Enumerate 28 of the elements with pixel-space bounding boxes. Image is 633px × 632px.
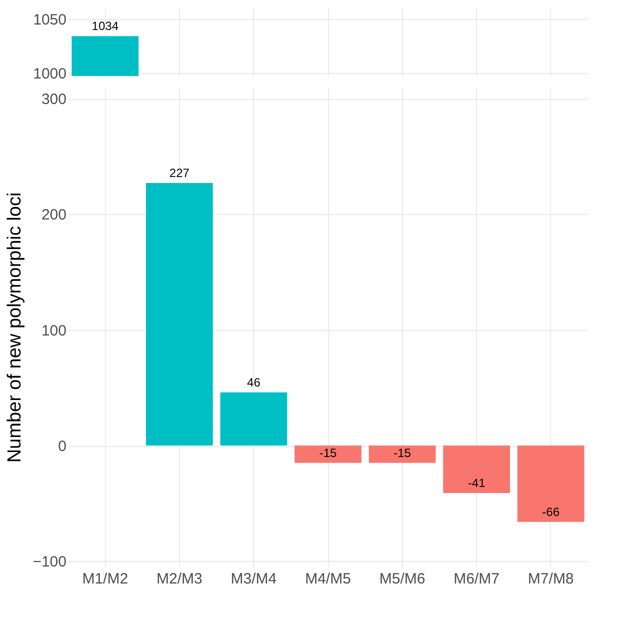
x-tick-label: M7/M8 xyxy=(528,570,574,588)
data-label: 46 xyxy=(247,375,261,390)
data-label: 227 xyxy=(169,166,190,180)
y-tick-label: 0 xyxy=(58,438,66,456)
data-label: -66 xyxy=(542,504,560,519)
bar xyxy=(368,446,436,463)
x-tick-label: M1/M2 xyxy=(82,570,128,588)
y-tick-label: 200 xyxy=(41,206,66,224)
data-label: -15 xyxy=(319,446,337,460)
bar xyxy=(517,446,584,522)
data-label: -15 xyxy=(394,446,412,460)
bar xyxy=(294,446,362,463)
bar xyxy=(146,183,213,446)
bar xyxy=(443,446,510,493)
x-tick-label: M2/M3 xyxy=(156,570,202,588)
bar xyxy=(220,392,288,446)
x-tick-label: M3/M4 xyxy=(230,570,277,588)
y-axis-title: Number of new polymorphic loci xyxy=(4,192,26,463)
x-tick-label: M4/M5 xyxy=(305,570,351,588)
y-tick-label: 1050 xyxy=(33,11,66,28)
y-tick-label: 100 xyxy=(41,322,66,340)
y-tick-label: −100 xyxy=(32,554,66,571)
y-tick-label: 300 xyxy=(41,91,66,108)
y-tick-label: 1000 xyxy=(33,65,66,82)
x-tick-label: M6/M7 xyxy=(454,570,500,588)
data-label: -41 xyxy=(468,476,486,490)
data-label: 1034 xyxy=(92,19,119,34)
x-tick-label: M5/M6 xyxy=(379,570,426,588)
